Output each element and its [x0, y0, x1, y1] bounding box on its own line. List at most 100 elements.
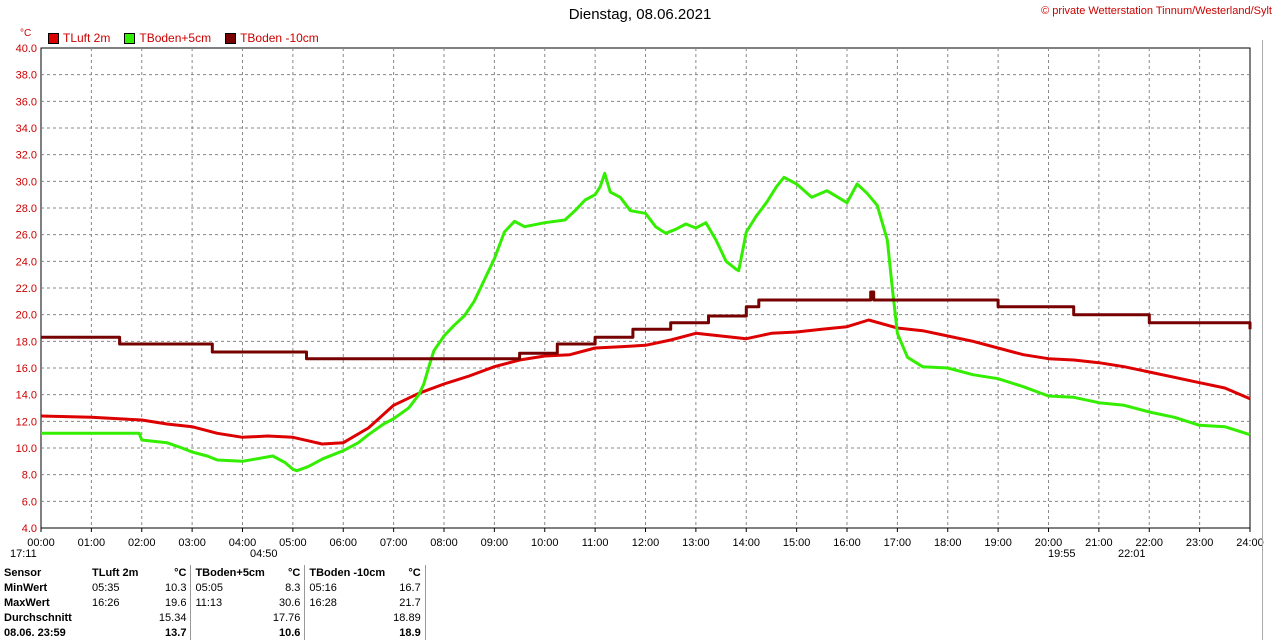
stats-value: 16.7 — [399, 581, 421, 594]
stats-row-label: MinWert — [4, 581, 48, 594]
legend-swatch-tboden5 — [124, 32, 136, 44]
y-tick-label: 28.0 — [16, 203, 37, 215]
x-tick-label: 21:00 — [1085, 537, 1113, 549]
right-scale-strip — [1262, 40, 1280, 640]
stats-header-s1: TLuft 2m — [92, 566, 139, 579]
series-tboden10-line — [41, 290, 1252, 361]
stats-header-sensor: Sensor — [4, 566, 42, 579]
stats-header-unit2: °C — [288, 566, 301, 579]
copyright-label: © private Wetterstation Tinnum/Westerlan… — [1041, 5, 1272, 17]
x-tick-label: 11:00 — [582, 537, 609, 549]
y-tick-label: 10.0 — [16, 443, 37, 455]
stats-header-unit1: °C — [174, 566, 187, 579]
legend-label-tboden5: TBoden+5cm — [139, 31, 212, 45]
y-tick-label: 34.0 — [16, 123, 37, 135]
y-tick-label: 22.0 — [16, 283, 37, 295]
y-tick-label: 36.0 — [16, 96, 37, 108]
series-tluft-line — [40, 318, 1251, 446]
stats-time — [304, 610, 390, 625]
stats-header-s3: TBoden -10cm — [304, 565, 390, 580]
series-tboden5-line — [41, 171, 1251, 473]
y-axis-unit: °C — [20, 28, 31, 39]
stats-time — [88, 610, 142, 625]
stats-time: 11:13 — [190, 595, 269, 610]
legend-swatch-tluft — [48, 32, 59, 44]
y-tick-label: 20.0 — [16, 310, 37, 322]
stats-time: 16:28 — [304, 595, 390, 610]
stats-value: 18.9 — [399, 626, 421, 639]
chart-title: Dienstag, 08.06.2021 — [568, 6, 712, 23]
stats-time: 05:05 — [190, 580, 269, 595]
stats-row: Durchschnitt 15.34 17.76 18.89 — [0, 610, 434, 625]
legend-item-tboden10: TBoden -10cm — [225, 31, 319, 45]
y-tick-label: 26.0 — [16, 230, 37, 242]
stats-value: 21.7 — [399, 596, 421, 609]
sun-left-label: 17:11 — [10, 548, 37, 560]
x-tick-label: 24:00 — [1236, 537, 1264, 549]
stats-row-label: Durchschnitt — [4, 611, 72, 624]
stats-end-divider — [424, 595, 434, 610]
x-tick-label: 13:00 — [682, 537, 710, 549]
stats-row: 08.06. 23:59 13.7 10.6 18.9 — [0, 625, 434, 640]
x-tick-label: 17:00 — [884, 537, 912, 549]
y-tick-label: 24.0 — [16, 256, 37, 268]
stats-end-divider — [424, 580, 434, 595]
stats-row: MinWert 05:35 10.3 05:05 8.3 05:16 16.7 — [0, 580, 434, 595]
temperature-chart: 4.0 6.0 8.0 10.0 12.0 14.0 16.0 18.0 20.0 22.0 24.… — [16, 28, 1264, 549]
moon-label: 19:55 — [1048, 548, 1076, 560]
legend-item-tboden5: TBoden+5cm — [124, 31, 211, 45]
x-tick-label: 09:00 — [481, 537, 509, 549]
stats-header-row: Sensor TLuft 2m °C TBoden+5cm °C TBoden … — [0, 565, 434, 580]
x-tick-label: 10:00 — [531, 537, 559, 549]
x-tick-label: 20:00 — [1035, 537, 1063, 549]
x-tick-label: 14:00 — [732, 537, 760, 549]
stats-value: 13.7 — [165, 626, 187, 639]
x-tick-label: 00:00 — [27, 537, 55, 549]
stats-row-label: 08.06. 23:59 — [4, 626, 66, 639]
x-tick-label: 12:00 — [632, 537, 660, 549]
x-tick-label: 02:00 — [128, 537, 156, 549]
x-tick-label: 04:00 — [229, 537, 257, 549]
y-tick-label: 18.0 — [16, 336, 37, 348]
x-tick-label: 07:00 — [380, 537, 408, 549]
y-tick-label: 4.0 — [22, 523, 37, 535]
y-tick-label: 14.0 — [16, 390, 37, 402]
legend-label-tluft: TLuft 2m — [63, 31, 111, 45]
stats-end-divider — [424, 565, 434, 580]
stats-end-divider — [424, 610, 434, 625]
stats-value: 10.3 — [165, 581, 187, 594]
y-tick-label: 38.0 — [16, 70, 37, 82]
stats-value: 19.6 — [165, 596, 187, 609]
stats-value: 15.34 — [158, 611, 187, 624]
x-tick-label: 08:00 — [430, 537, 458, 549]
stats-table: Sensor TLuft 2m °C TBoden+5cm °C TBoden … — [0, 565, 434, 640]
x-axis: 00:00 01:00 02:00 03:00 04:00 05:00 06:00 07:00… — [27, 528, 1264, 549]
y-tick-label: 40.0 — [16, 43, 37, 55]
x-tick-label: 18:00 — [934, 537, 962, 549]
stats-time — [88, 625, 142, 640]
x-tick-label: 01:00 — [78, 537, 106, 549]
stats-row: MaxWert 16:26 19.6 11:13 30.6 16:28 21.7 — [0, 595, 434, 610]
legend-swatch-tboden10 — [225, 32, 237, 44]
stats-row-label: MaxWert — [4, 596, 50, 609]
x-tick-label: 23:00 — [1186, 537, 1214, 549]
x-tick-label: 03:00 — [178, 537, 206, 549]
x-tick-label: 16:00 — [833, 537, 861, 549]
stats-time: 16:26 — [92, 596, 120, 609]
stats-header-s2: TBoden+5cm — [190, 565, 269, 580]
sun-times-row: 17:11 04:50 19:55 22:01 — [0, 548, 1250, 562]
y-tick-label: 8.0 — [22, 470, 37, 482]
sunrise-label: 04:50 — [250, 548, 278, 560]
y-axis: 4.0 6.0 8.0 10.0 12.0 14.0 16.0 18.0 20.0 22.0 24.… — [16, 43, 37, 535]
stats-time: 05:16 — [304, 580, 390, 595]
x-tick-label: 19:00 — [984, 537, 1012, 549]
x-tick-label: 22:00 — [1135, 537, 1163, 549]
x-tick-label: 06:00 — [329, 537, 357, 549]
x-tick-label: 05:00 — [279, 537, 307, 549]
chart-grid — [40, 47, 1251, 529]
legend: TLuft 2m TBoden+5cm TBoden -10cm — [48, 31, 319, 45]
stats-time — [190, 610, 269, 625]
stats-value: 8.3 — [285, 581, 301, 594]
stats-value: 30.6 — [278, 596, 301, 609]
stats-time — [190, 625, 269, 640]
